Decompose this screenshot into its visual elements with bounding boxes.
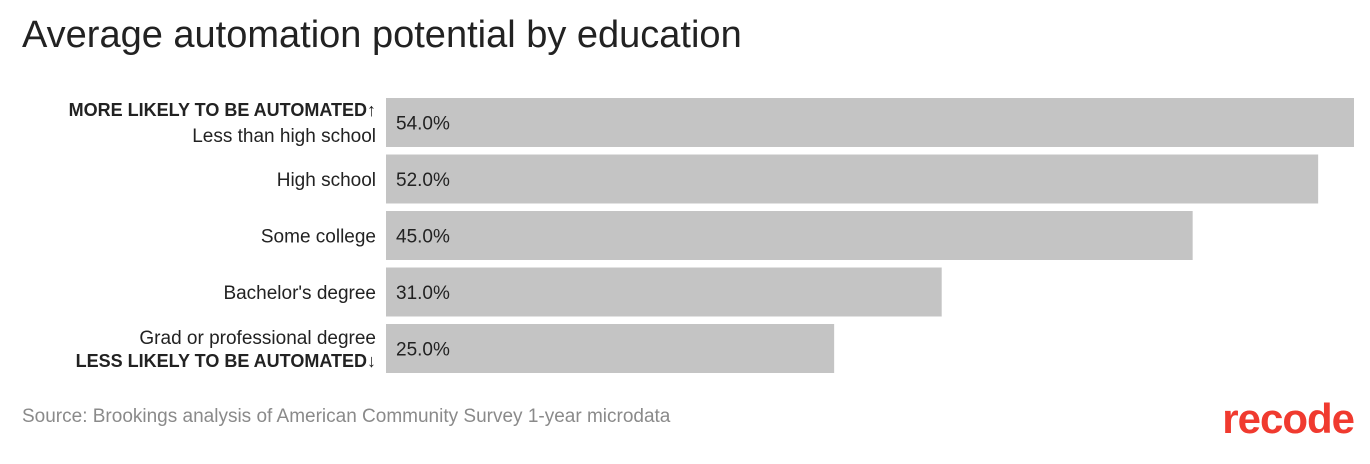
category-label-2: Some college [261,227,376,248]
source-note: Source: Brookings analysis of American C… [22,406,671,427]
category-label-4: Grad or professional degree [139,328,376,349]
bar-0 [386,98,1354,147]
value-label-2: 45.0% [396,227,450,248]
value-label-3: 31.0% [396,283,450,304]
category-label-1: High school [277,170,376,191]
annotation-more-likely: MORE LIKELY TO BE AUTOMATED↑ [69,100,376,120]
bar-2 [386,211,1193,260]
value-label-1: 52.0% [396,170,450,191]
chart-title: Average automation potential by educatio… [22,14,742,56]
bar-3 [386,267,942,317]
category-label-0: Less than high school [192,126,376,147]
annotation-less-likely: LESS LIKELY TO BE AUTOMATED↓ [76,351,376,371]
value-label-0: 54.0% [396,114,450,135]
bar-1 [386,154,1319,204]
value-label-4: 25.0% [396,340,450,361]
bar-chart: 54.0% Less than high school 52.0% High scho… [69,98,1354,373]
brand-logo: recode [1222,395,1355,442]
category-label-3: Bachelor's degree [223,283,376,304]
bar-4 [386,324,835,373]
